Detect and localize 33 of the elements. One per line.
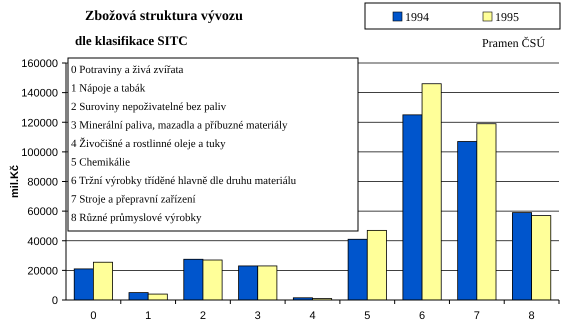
y-tick-label: 40000 bbox=[27, 236, 58, 248]
x-tick-label: 0 bbox=[90, 310, 96, 322]
x-tick-label: 5 bbox=[364, 310, 370, 322]
annotation: 3 Minerální paliva, mazadla a příbuzné materiály bbox=[71, 120, 288, 132]
annotation: 0 Potraviny a živá zvířata bbox=[71, 64, 184, 76]
x-tick-label: 7 bbox=[474, 310, 480, 322]
x-tick-label: 4 bbox=[309, 310, 316, 322]
annotation: 4 Živočišné a rostlinné oleje a tuky bbox=[71, 137, 226, 150]
x-tick-label: 6 bbox=[418, 310, 426, 322]
y-tick-label: 0 bbox=[52, 295, 58, 307]
annotation: 6 Tržní výrobky tříděné hlavně dle druhu materiálu bbox=[71, 175, 297, 187]
y-tick-label: 80000 bbox=[27, 176, 58, 188]
y-tick-label: 60000 bbox=[27, 206, 58, 218]
text: Pramen ČSÚ bbox=[482, 36, 546, 50]
x-tick-label: 2 bbox=[200, 310, 206, 322]
x-tick-label: 8 bbox=[528, 310, 535, 322]
y-tick-label: 20000 bbox=[27, 265, 58, 278]
chart-title: Zbožová struktura vývozu bbox=[85, 9, 244, 24]
annotation: 1 Nápoje a tabák bbox=[71, 82, 146, 94]
x-tick-label: 1 bbox=[145, 310, 152, 322]
legend-label: 1995 bbox=[495, 10, 519, 24]
annotation: 2 Suroviny nepoživatelné bez paliv bbox=[71, 101, 227, 113]
y-axis-title: mil.Kč bbox=[9, 164, 21, 198]
annotation: 5 Chemikálie bbox=[71, 156, 130, 168]
y-tick-label: 140000 bbox=[21, 88, 58, 100]
y-tick-label: 100000 bbox=[21, 146, 58, 159]
annotation: 8 Různé průmyslové výrobky bbox=[71, 212, 202, 224]
x-tick-label: 3 bbox=[254, 310, 261, 322]
legend-label: 1994 bbox=[405, 10, 429, 24]
y-tick-label: 120000 bbox=[21, 117, 58, 130]
y-tick-label: 160000 bbox=[21, 58, 58, 70]
annotation: 7 Stroje a přepravní zařízení bbox=[71, 194, 196, 206]
chart-subtitle: dle klasifikace SITC bbox=[75, 33, 188, 48]
